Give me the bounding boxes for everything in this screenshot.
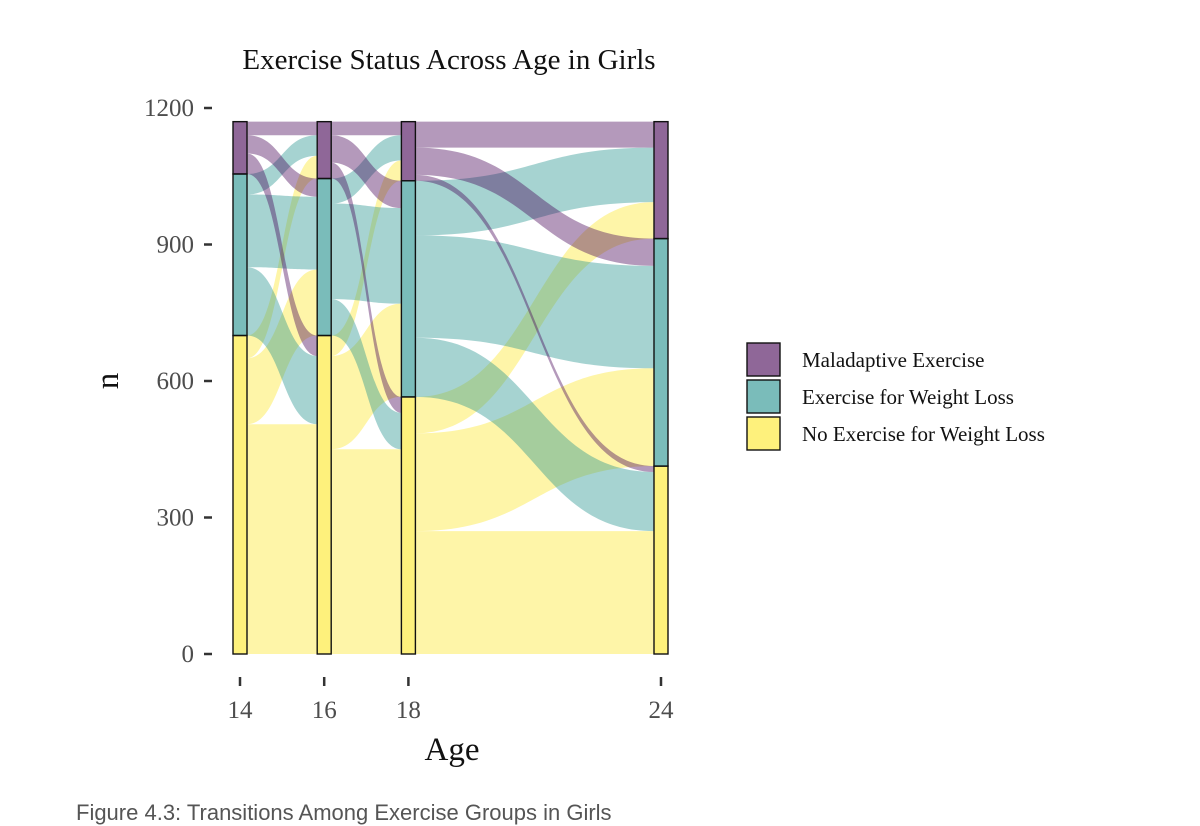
legend: Maladaptive Exercise Exercise for Weight … <box>746 342 1045 451</box>
flow-18-24-maladaptive-exercise-to-exercise-for-weight-loss <box>415 147 654 266</box>
legend-swatch-maladaptive-exercise <box>746 342 781 377</box>
flow-18-24-no-exercise-for-weight-loss-to-exercise-for-weight-loss <box>415 368 654 532</box>
y-tick-label-0: 0 <box>182 641 195 668</box>
flow-18-24-no-exercise-for-weight-loss-to-no-exercise-for-weight-loss <box>415 531 654 654</box>
flow-16-18-maladaptive-exercise-to-exercise-for-weight-loss <box>331 135 402 209</box>
flow-18-24-exercise-for-weight-loss-to-no-exercise-for-weight-loss <box>415 337 654 532</box>
x-axis-title: Age <box>425 732 480 768</box>
stratum-16-exercise-for-weight-loss <box>316 177 332 337</box>
flow-16-18-exercise-for-weight-loss-to-exercise-for-weight-loss <box>331 203 402 304</box>
flow-16-18-no-exercise-for-weight-loss-to-no-exercise-for-weight-loss <box>331 449 402 654</box>
legend-label-maladaptive-exercise: Maladaptive Exercise <box>802 348 985 372</box>
stratum-18-exercise-for-weight-loss <box>400 180 417 398</box>
x-axis: 14 16 18 24 <box>228 677 675 724</box>
x-tick-label-14: 14 <box>228 697 254 724</box>
legend-label-no-exercise-for-weight-loss: No Exercise for Weight Loss <box>802 422 1045 446</box>
stratum-16-maladaptive-exercise <box>316 120 332 180</box>
flow-16-18-no-exercise-for-weight-loss-to-exercise-for-weight-loss <box>331 303 402 450</box>
stratum-24-exercise-for-weight-loss <box>653 237 669 467</box>
y-axis: 0 300 600 900 1200 <box>144 95 212 668</box>
legend-swatch-exercise-for-weight-loss <box>746 379 781 414</box>
flow-14-16-exercise-for-weight-loss-to-exercise-for-weight-loss <box>247 194 318 270</box>
chart-title: Exercise Status Across Age in Girls <box>242 44 655 76</box>
y-tick-label-600: 600 <box>157 368 195 395</box>
figure-caption: Figure 4.3: Transitions Among Exercise G… <box>76 800 612 825</box>
flow-16-18-exercise-for-weight-loss-to-no-exercise-for-weight-loss <box>331 299 402 450</box>
stratum-14-exercise-for-weight-loss <box>232 173 248 337</box>
x-tick-label-18: 18 <box>396 697 421 724</box>
x-tick-label-16: 16 <box>312 697 337 724</box>
flow-14-16-no-exercise-for-weight-loss-to-maladaptive-exercise <box>247 155 318 359</box>
flow-14-16-maladaptive-exercise-to-exercise-for-weight-loss <box>247 135 318 197</box>
flow-16-18-no-exercise-for-weight-loss-to-maladaptive-exercise <box>331 160 402 356</box>
stratum-16-no-exercise-for-weight-loss <box>316 334 332 655</box>
flow-14-16-maladaptive-exercise-to-no-exercise-for-weight-loss <box>247 153 318 356</box>
flow-18-24-no-exercise-for-weight-loss-to-maladaptive-exercise <box>415 202 654 434</box>
y-tick-label-300: 300 <box>157 505 195 532</box>
legend-swatch-no-exercise-for-weight-loss <box>746 416 781 451</box>
flow-18-24-maladaptive-exercise-to-maladaptive-exercise <box>415 121 654 148</box>
stratum-24-no-exercise-for-weight-loss <box>653 465 669 655</box>
stratum-18-maladaptive-exercise <box>400 120 417 182</box>
flow-18-24-exercise-for-weight-loss-to-maladaptive-exercise <box>415 147 654 236</box>
flow-layer <box>247 121 654 654</box>
flow-14-16-no-exercise-for-weight-loss-to-no-exercise-for-weight-loss <box>247 424 318 654</box>
y-axis-title: n <box>90 373 126 390</box>
y-tick-label-1200: 1200 <box>144 95 194 122</box>
stratum-24-maladaptive-exercise <box>653 120 669 240</box>
x-tick-label-24: 24 <box>649 697 675 724</box>
flow-14-16-maladaptive-exercise-to-maladaptive-exercise <box>247 121 318 136</box>
flow-16-18-exercise-for-weight-loss-to-maladaptive-exercise <box>331 135 402 204</box>
stratum-14-maladaptive-exercise <box>232 120 248 175</box>
flow-16-18-maladaptive-exercise-to-no-exercise-for-weight-loss <box>331 162 402 413</box>
strata-layer <box>232 120 669 655</box>
stratum-18-no-exercise-for-weight-loss <box>400 396 417 655</box>
flow-14-16-exercise-for-weight-loss-to-no-exercise-for-weight-loss <box>247 267 318 425</box>
stratum-14-no-exercise-for-weight-loss <box>232 334 248 655</box>
y-tick-label-900: 900 <box>157 232 195 259</box>
flow-16-18-maladaptive-exercise-to-maladaptive-exercise <box>331 121 402 136</box>
flow-18-24-maladaptive-exercise-to-no-exercise-for-weight-loss <box>415 174 654 472</box>
legend-label-exercise-for-weight-loss: Exercise for Weight Loss <box>802 385 1014 409</box>
flow-14-16-no-exercise-for-weight-loss-to-exercise-for-weight-loss <box>247 269 318 425</box>
flow-14-16-exercise-for-weight-loss-to-maladaptive-exercise <box>247 135 318 195</box>
flow-18-24-exercise-for-weight-loss-to-exercise-for-weight-loss <box>415 235 654 369</box>
